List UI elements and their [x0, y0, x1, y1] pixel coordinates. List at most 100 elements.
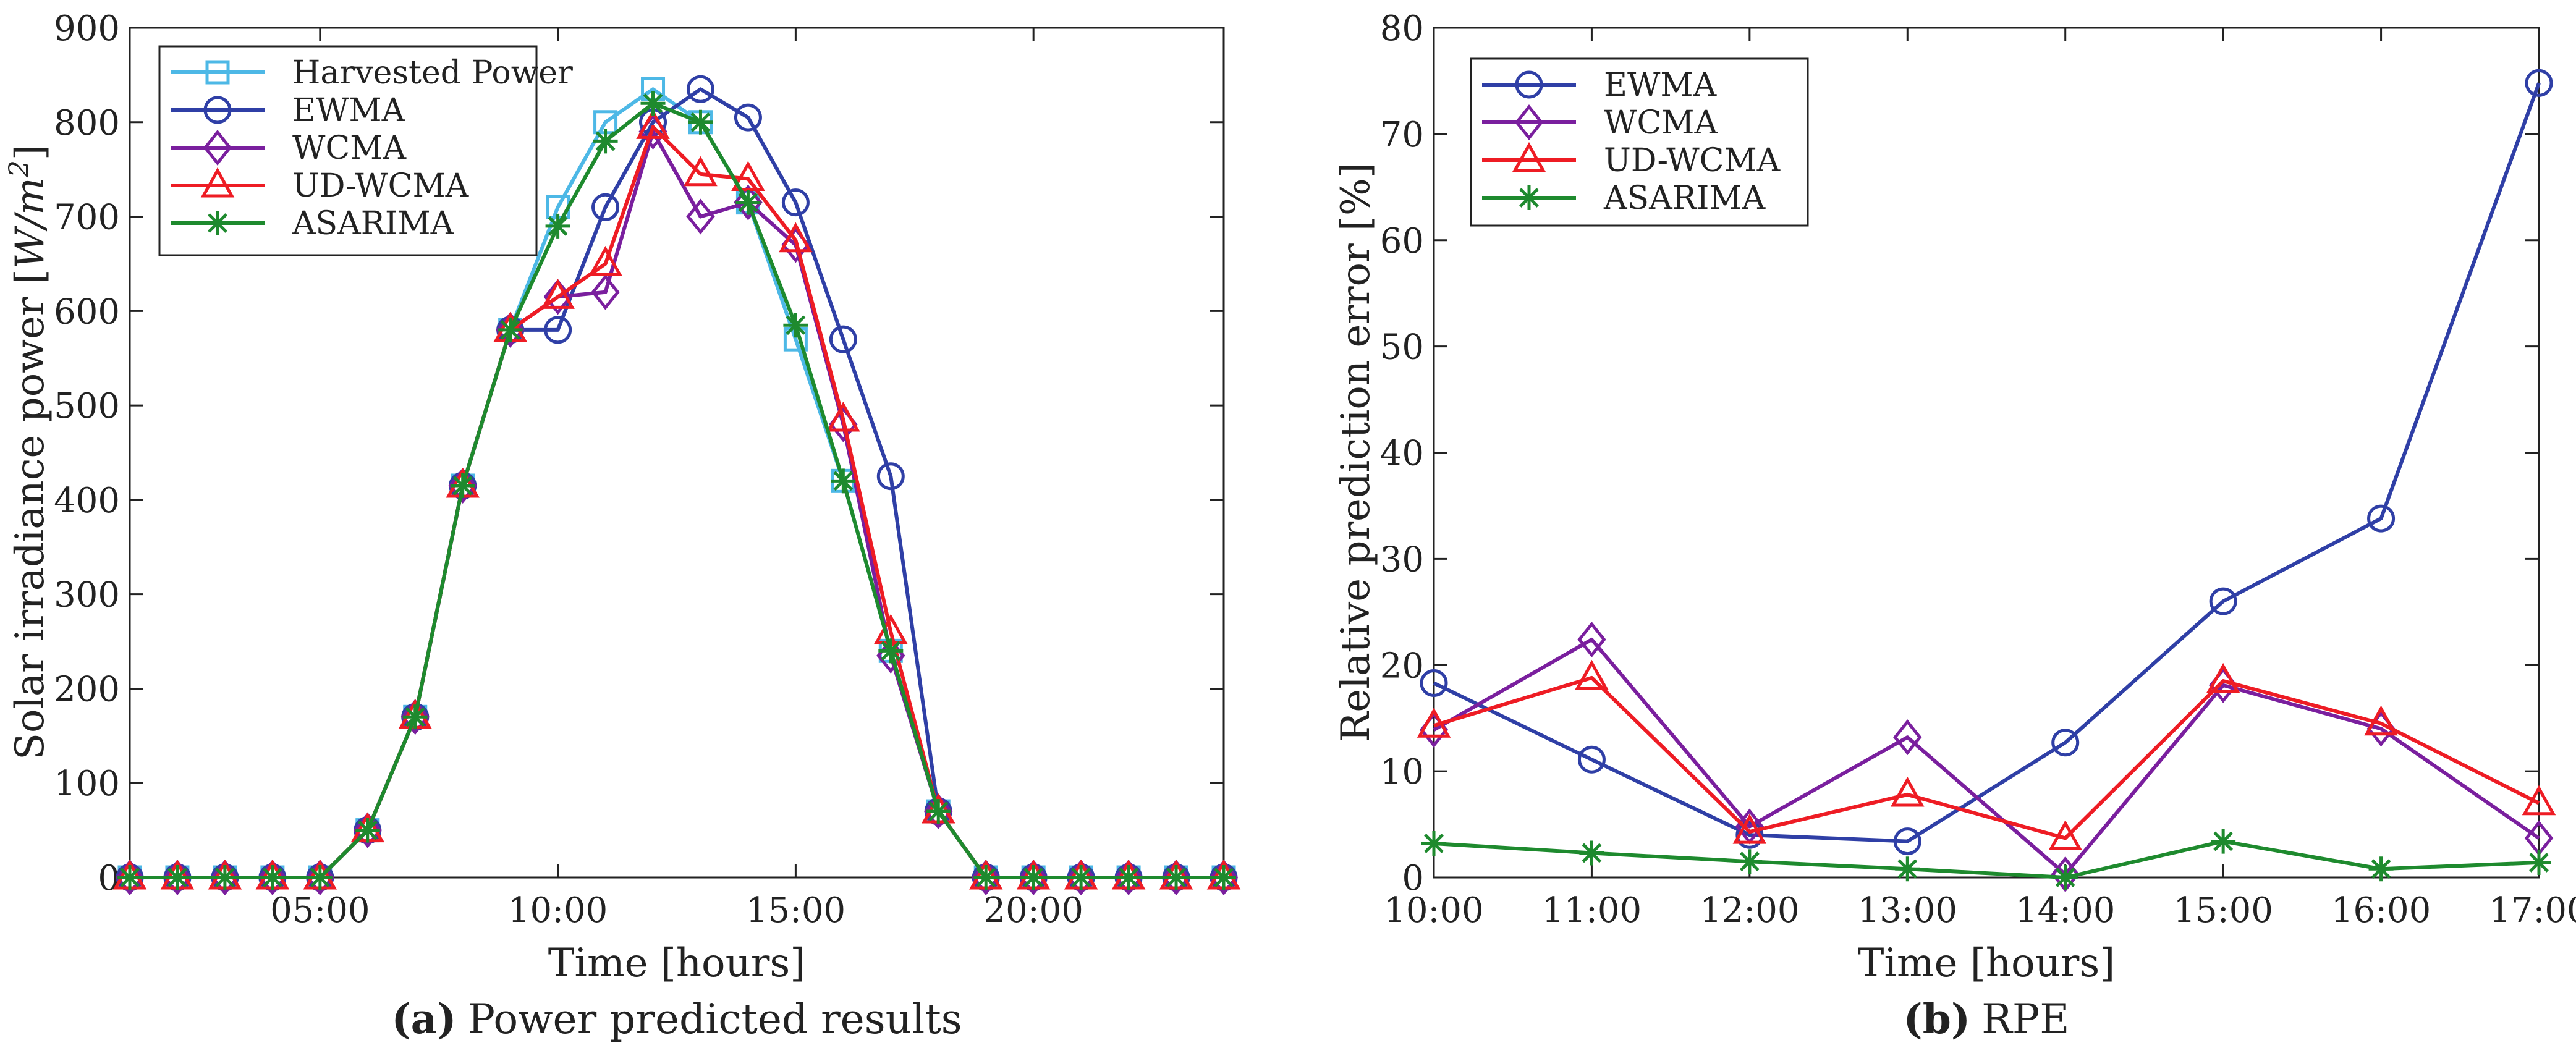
panel-b-point-wcma	[1893, 719, 1922, 756]
panel-a-point-asarima	[498, 317, 523, 342]
panel-b-y-axis-label: Relative prediction error [%]	[1333, 163, 1379, 742]
panel-b-ytick-label: 20	[1380, 646, 1424, 686]
panel-b-ytick-label: 70	[1380, 115, 1424, 155]
panel-b-ytick-label: 60	[1380, 221, 1424, 261]
panel-b-xtick-label: 12:00	[1700, 890, 1799, 931]
panel-a-point-wcma	[1209, 859, 1239, 896]
panel-b-point-udwcma	[2522, 785, 2556, 816]
panel-b-point-asarima	[1737, 849, 1762, 874]
panel-a-point-asarima	[545, 213, 570, 239]
panel-b-point-asarima	[1579, 840, 1604, 866]
panel-b-legend-marker-ewma	[1515, 70, 1543, 99]
panel-a-point-wcma	[305, 859, 335, 896]
panel-a-ytick-label: 400	[54, 481, 120, 521]
panel-a-point-udwcma	[779, 222, 813, 253]
panel-a-point-ewma	[876, 462, 905, 491]
panel-a-point-wcma	[163, 859, 192, 896]
panel-b-legend-marker-wcma	[1514, 104, 1544, 141]
panel-a-legend-marker-udwcma	[200, 167, 235, 198]
panel-a-legend-label-harvested: Harvested Power	[292, 54, 573, 91]
panel-a-point-wcma	[1114, 859, 1143, 896]
panel-a-series	[112, 75, 1241, 896]
panel-a-point-asarima	[593, 129, 618, 154]
panel-a-legend-marker-harvested	[205, 60, 230, 85]
panel-a-x-axis-label: Time [hours]	[548, 940, 805, 986]
panel-a-point-ewma	[829, 325, 857, 353]
panel-b-point-udwcma	[2206, 662, 2240, 693]
panel-a-point-asarima	[307, 865, 333, 890]
panel-b-point-asarima	[2527, 850, 2551, 875]
panel-b-point-asarima	[1895, 856, 1920, 882]
panel-b-ytick-label: 0	[1402, 858, 1424, 898]
panel-a-point-ewma	[686, 75, 714, 103]
panel-a-legend-marker-asarima	[205, 211, 230, 235]
panel-a-xtick-label: 10:00	[508, 890, 608, 931]
panel-a-ytick-label: 500	[54, 386, 120, 426]
panel-a-legend-label-asarima: ASARIMA	[292, 205, 455, 242]
panel-a-ytick-label: 700	[54, 198, 120, 238]
panel-b-point-asarima	[2211, 829, 2236, 854]
panel-a-xtick-label: 15:00	[746, 890, 845, 931]
panel-b-point-asarima	[2053, 865, 2078, 890]
panel-b-xtick-label: 16:00	[2331, 890, 2431, 931]
panel-b-point-udwcma	[2364, 705, 2398, 736]
panel-b-point-ewma	[1420, 669, 1448, 697]
panel-b-point-ewma	[2209, 587, 2237, 615]
panel-b-series	[1417, 69, 2556, 892]
panel-b-point-wcma	[1577, 621, 1606, 658]
panel-a-ytick-label: 600	[54, 292, 120, 332]
panel-b-ytick-label: 50	[1380, 328, 1424, 368]
panel-a-point-wcma	[448, 467, 477, 504]
panel-a-y-axis-label: Solar irradiance power [W/m2]	[4, 145, 53, 760]
panel-b-caption: (b) RPE	[1904, 995, 2070, 1043]
panel-b-series-line-wcma	[1433, 638, 2540, 876]
panel-a-ytick-label: 800	[54, 103, 120, 143]
panel-a-point-asarima	[450, 473, 475, 498]
panel-a-point-asarima	[1211, 865, 1236, 890]
panel-b-legend-marker-udwcma	[1512, 142, 1546, 172]
panel-b-legend-label-ewma: EWMA	[1604, 67, 1718, 104]
panel-b-legend-label-wcma: WCMA	[1604, 104, 1718, 142]
panel-a-point-asarima	[1021, 865, 1046, 890]
panel-a-point-ewma	[591, 193, 620, 221]
panel-b-xtick-label: 14:00	[2015, 890, 2115, 931]
panel-a-legend-marker-wcma	[203, 129, 232, 166]
panel-b-series-line-asarima	[1433, 839, 2540, 879]
panel-b-ytick-label: 40	[1380, 434, 1424, 474]
panel-b-ticks: 0 10 20 30 40 50 60 70 80 10:00 11:00 12:00 13:00 14:…	[1380, 9, 2576, 931]
panel-b-point-ewma	[2367, 504, 2396, 533]
panel-b-x-axis-label: Time [hours]	[1858, 940, 2115, 986]
panel-b-point-ewma	[1893, 827, 1921, 856]
panel-b-point-udwcma	[1575, 659, 1609, 690]
panel-a-point-asarima	[926, 799, 951, 824]
panel-a-legend-marker-ewma	[203, 96, 232, 124]
panel-a-point-wcma	[1019, 859, 1048, 896]
panel-a-point-udwcma	[636, 109, 670, 139]
panel-a-point-asarima	[1069, 865, 1094, 890]
panel-b-point-udwcma	[1417, 708, 1451, 738]
panel-a-point-ewma	[781, 188, 810, 217]
panel-a-point-asarima	[164, 865, 190, 890]
panel-a-ytick-label: 300	[54, 575, 120, 615]
panel-a-point-asarima	[831, 468, 856, 494]
panel-b-point-udwcma	[2048, 820, 2082, 850]
panel-a-point-asarima	[640, 91, 666, 116]
panel-b-series-line-ewma	[1433, 82, 2541, 843]
panel-a-point-udwcma	[588, 245, 622, 276]
panel-b-series-line-udwcma	[1433, 675, 2540, 840]
panel-a-point-wcma	[353, 812, 382, 848]
panel-a-point-wcma	[1161, 859, 1191, 896]
panel-a-point-wcma	[972, 859, 1001, 896]
panel-a-point-udwcma	[541, 279, 575, 309]
panel-b-ytick-label: 30	[1380, 539, 1424, 580]
panel-b-point-ewma	[1735, 821, 1764, 849]
panel-b-xtick-label: 11:00	[1542, 890, 1642, 931]
panel-a-point-udwcma	[826, 401, 860, 432]
panel-a-point-udwcma	[731, 161, 765, 191]
panel-a-ytick-label: 200	[54, 669, 120, 709]
panel-a-point-asarima	[212, 865, 237, 890]
